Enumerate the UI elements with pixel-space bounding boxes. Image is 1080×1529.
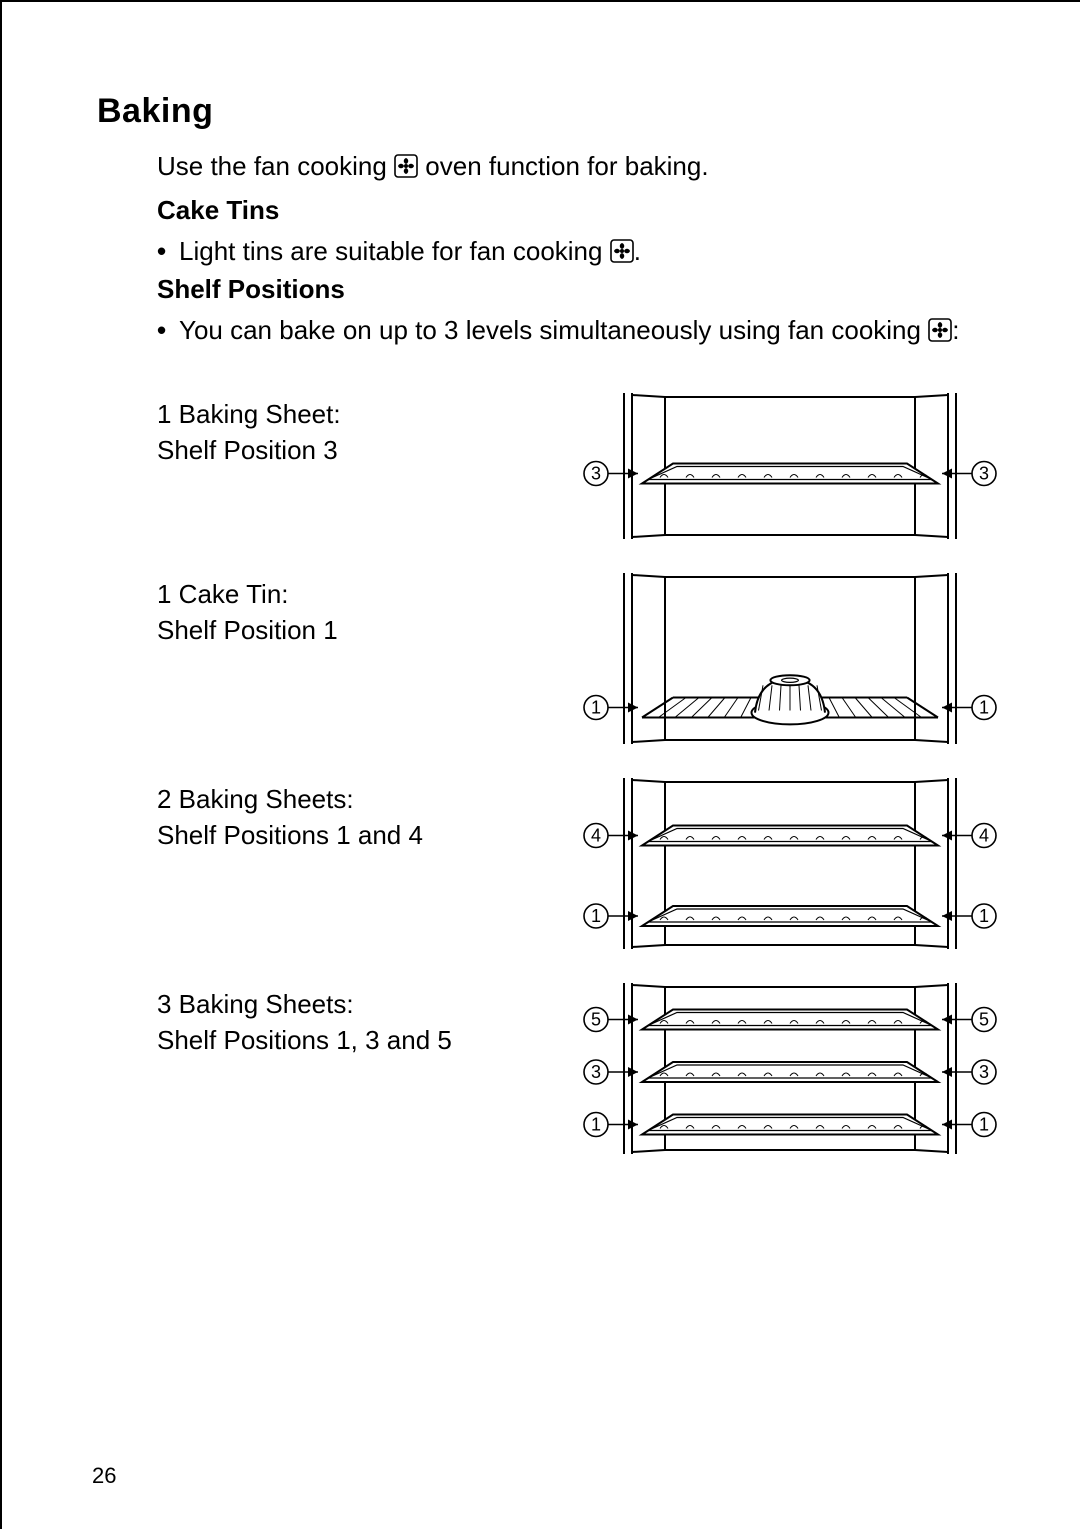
config-line2: Shelf Positions 1 and 4 bbox=[157, 818, 517, 853]
svg-text:1: 1 bbox=[591, 906, 601, 926]
body-text-block: Use the fan cooking oven function for ba… bbox=[157, 149, 1000, 1156]
config-row: 1 Baking Sheet:Shelf Position 333 bbox=[157, 391, 1000, 541]
page-number: 26 bbox=[92, 1463, 116, 1489]
intro-line: Use the fan cooking oven function for ba… bbox=[157, 149, 1000, 187]
cake-tins-bullet: • Light tins are suitable for fan cookin… bbox=[157, 234, 1000, 272]
shelf-text-a: You can bake on up to 3 levels simultane… bbox=[179, 315, 928, 345]
svg-text:3: 3 bbox=[591, 464, 601, 484]
cake-tins-text-a: Light tins are suitable for fan cooking bbox=[179, 236, 610, 266]
config-line2: Shelf Position 1 bbox=[157, 613, 517, 648]
shelf-text-b: : bbox=[952, 315, 959, 345]
config-line1: 1 Baking Sheet: bbox=[157, 397, 517, 432]
shelf-positions-heading: Shelf Positions bbox=[157, 272, 1000, 307]
shelf-positions-bullet: • You can bake on up to 3 levels simulta… bbox=[157, 313, 1000, 351]
oven-diagram: 5 5 3 3 1 1 bbox=[517, 981, 1000, 1156]
cake-tins-text-b: . bbox=[634, 236, 641, 266]
svg-text:4: 4 bbox=[979, 826, 989, 846]
svg-text:4: 4 bbox=[591, 826, 601, 846]
bullet-content: Light tins are suitable for fan cooking … bbox=[179, 234, 641, 272]
bullet-icon: • bbox=[157, 234, 179, 269]
svg-text:1: 1 bbox=[591, 1115, 601, 1135]
svg-text:5: 5 bbox=[591, 1010, 601, 1030]
bullet-content: You can bake on up to 3 levels simultane… bbox=[179, 313, 959, 351]
svg-text:3: 3 bbox=[591, 1062, 601, 1082]
svg-text:3: 3 bbox=[979, 464, 989, 484]
config-text: 1 Cake Tin:Shelf Position 1 bbox=[157, 571, 517, 647]
config-text: 1 Baking Sheet:Shelf Position 3 bbox=[157, 391, 517, 467]
config-row: 2 Baking Sheets:Shelf Positions 1 and 44… bbox=[157, 776, 1000, 951]
svg-text:5: 5 bbox=[979, 1010, 989, 1030]
bullet-icon: • bbox=[157, 313, 179, 348]
fan-cooking-icon bbox=[610, 237, 634, 272]
manual-page: Baking Use the fan cooking oven function… bbox=[0, 0, 1080, 1529]
cake-tins-heading: Cake Tins bbox=[157, 193, 1000, 228]
config-line2: Shelf Positions 1, 3 and 5 bbox=[157, 1023, 517, 1058]
config-row: 3 Baking Sheets:Shelf Positions 1, 3 and… bbox=[157, 981, 1000, 1156]
oven-diagram: 33 bbox=[517, 391, 1000, 541]
intro-text-b: oven function for baking. bbox=[425, 151, 708, 181]
config-line2: Shelf Position 3 bbox=[157, 433, 517, 468]
config-text: 3 Baking Sheets:Shelf Positions 1, 3 and… bbox=[157, 981, 517, 1057]
svg-text:1: 1 bbox=[979, 1115, 989, 1135]
config-text: 2 Baking Sheets:Shelf Positions 1 and 4 bbox=[157, 776, 517, 852]
config-row: 1 Cake Tin:Shelf Position 111 bbox=[157, 571, 1000, 746]
config-line1: 3 Baking Sheets: bbox=[157, 987, 517, 1022]
svg-text:3: 3 bbox=[979, 1062, 989, 1082]
oven-diagram: 11 bbox=[517, 571, 1000, 746]
svg-text:1: 1 bbox=[979, 906, 989, 926]
oven-diagram: 4 4 1 1 bbox=[517, 776, 1000, 951]
section-title: Baking bbox=[97, 92, 1000, 131]
config-line1: 2 Baking Sheets: bbox=[157, 782, 517, 817]
intro-text-a: Use the fan cooking bbox=[157, 151, 394, 181]
svg-text:1: 1 bbox=[591, 698, 601, 718]
fan-cooking-icon bbox=[928, 316, 952, 351]
fan-cooking-icon bbox=[394, 152, 418, 187]
config-line1: 1 Cake Tin: bbox=[157, 577, 517, 612]
configs-container: 1 Baking Sheet:Shelf Position 3331 Cake … bbox=[157, 391, 1000, 1156]
svg-text:1: 1 bbox=[979, 698, 989, 718]
